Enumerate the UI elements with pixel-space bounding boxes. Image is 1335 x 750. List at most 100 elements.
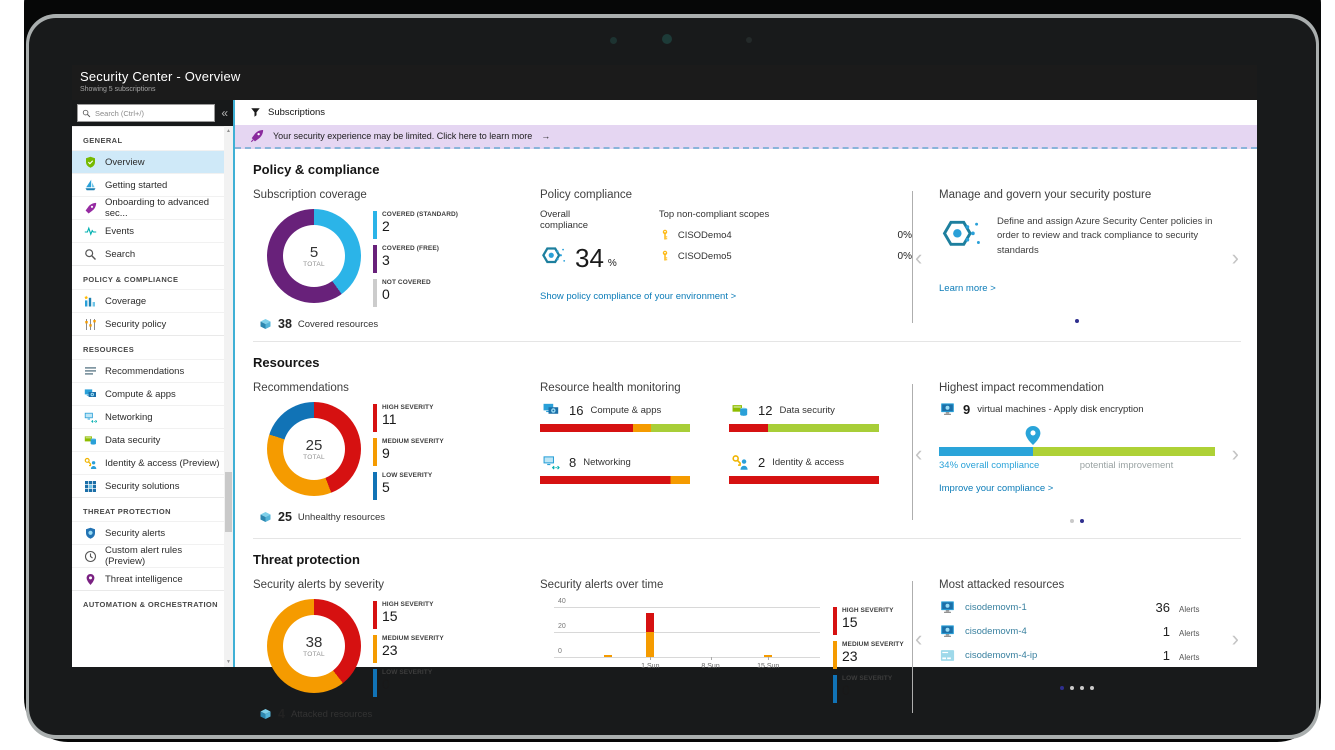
sidebar-item-label: Networking (105, 411, 153, 423)
scopes-label: Top non-compliant scopes (658, 209, 770, 220)
sidebar-item-events[interactable]: Events (72, 219, 224, 242)
resource-name-link[interactable]: cisodemovm-4 (965, 626, 1027, 637)
legend-swatch (373, 635, 377, 663)
health-item-networking[interactable]: 8 Networking (540, 454, 690, 484)
sidebar-item-overview[interactable]: Overview (72, 150, 224, 173)
covered-resources-footer: 38 Covered resources (259, 317, 540, 331)
sidebar-item-label: Custom alert rules (Preview) (105, 545, 183, 567)
carousel-next-button[interactable]: › (1231, 625, 1239, 651)
card-title: Manage and govern your security posture (939, 189, 1152, 201)
upgrade-banner[interactable]: Your security experience may be limited.… (235, 125, 1257, 149)
section-title: Policy & compliance (253, 162, 380, 177)
scroll-up-icon[interactable]: ▲ (226, 128, 231, 134)
clock-icon (84, 550, 97, 563)
sidebar-item-identity-access[interactable]: Identity & access (Preview) (72, 451, 224, 474)
carousel-dots[interactable] (939, 510, 1215, 528)
carousel-dot[interactable] (1060, 686, 1064, 690)
camera-dot (746, 37, 752, 43)
health-item-compute[interactable]: 16 Compute & apps (540, 402, 690, 432)
cube-icon (259, 318, 272, 331)
carousel-prev-button[interactable]: ‹ (915, 245, 923, 271)
sliders-icon (84, 318, 97, 331)
carousel-dot[interactable] (1090, 686, 1094, 690)
scope-row[interactable]: CISODemo4 0% (659, 229, 912, 241)
gridline (554, 657, 820, 658)
gridline (554, 607, 820, 608)
alerts-legend: HIGH SEVERITY 15 MEDIUM SEVERITY 23 (373, 601, 444, 697)
nav-section-automation: AUTOMATION & ORCHESTRATION (72, 590, 224, 614)
sidebar-item-search[interactable]: Search (72, 242, 224, 265)
health-value: 2 (758, 455, 766, 470)
improve-compliance-link[interactable]: Improve your compliance > (939, 483, 1054, 494)
carousel-dots[interactable] (939, 310, 1215, 328)
sidebar-item-onboarding[interactable]: Onboarding to advanced sec... (72, 196, 224, 219)
search-icon (82, 109, 91, 118)
carousel-dot[interactable] (1080, 686, 1084, 690)
donut-total-label: TOTAL (303, 651, 325, 658)
sidebar-item-coverage[interactable]: Coverage (72, 289, 224, 312)
health-bar (540, 476, 690, 484)
health-item-identity[interactable]: 2 Identity & access (729, 454, 879, 484)
alerts-severity-donut: 38 TOTAL (267, 599, 361, 693)
subscriptions-filter-button[interactable]: Subscriptions (268, 107, 326, 118)
scroll-down-icon[interactable]: ▼ (226, 659, 231, 665)
y-tick: 20 (558, 623, 566, 630)
sail-icon (84, 179, 97, 192)
carousel-dot[interactable] (1075, 319, 1079, 323)
carousel-dot[interactable] (1080, 519, 1084, 523)
footer-value: 4 (278, 707, 285, 721)
attacked-resource-row[interactable]: cisodemovm-1 36 Alerts (939, 600, 1215, 615)
resource-name-link[interactable]: cisodemovm-1 (965, 602, 1027, 613)
policy-compliance-link[interactable]: Show policy compliance of your environme… (540, 291, 737, 302)
carousel-next-button[interactable]: › (1231, 441, 1239, 467)
sidebar-item-label: Threat intelligence (105, 573, 183, 585)
sidebar-item-data-security[interactable]: Data security (72, 428, 224, 451)
attacked-resource-row[interactable]: cisodemovm-4 1 Alerts (939, 624, 1215, 639)
carousel-prev-button[interactable]: ‹ (915, 441, 923, 467)
nav-section-general: GENERAL (72, 126, 224, 150)
sidebar-item-compute-apps[interactable]: Compute & apps (72, 382, 224, 405)
carousel-dots[interactable] (939, 677, 1215, 695)
sidebar-item-security-alerts[interactable]: Security alerts (72, 521, 224, 544)
legend-label: HIGH SEVERITY (382, 404, 434, 411)
carousel-prev-button[interactable]: ‹ (915, 625, 923, 651)
sidebar-item-security-policy[interactable]: Security policy (72, 312, 224, 335)
sidebar-item-label: Getting started (105, 179, 168, 191)
health-item-data-security[interactable]: 12 Data security (729, 402, 879, 432)
health-value: 12 (758, 403, 773, 418)
learn-more-link[interactable]: Learn more > (939, 283, 996, 294)
filter-funnel-icon (250, 107, 261, 118)
resource-name-link[interactable]: cisodemovm-4-ip (965, 650, 1038, 661)
legend-label: HIGH SEVERITY (382, 601, 434, 608)
legend-swatch (373, 601, 377, 629)
collapse-sidebar-button[interactable]: « (221, 106, 228, 120)
monitor-icon (939, 402, 956, 417)
legend-swatch (833, 607, 837, 635)
sidebar-item-threat-intelligence[interactable]: Threat intelligence (72, 567, 224, 590)
main-panel: Subscriptions Your security experience m… (235, 100, 1257, 721)
search-box[interactable] (77, 104, 216, 122)
legend-swatch (373, 211, 377, 239)
sidebar-item-recommendations[interactable]: Recommendations (72, 359, 224, 382)
legend-label: MEDIUM SEVERITY (382, 438, 444, 445)
sidebar-item-getting-started[interactable]: Getting started (72, 173, 224, 196)
sidebar-item-custom-alert-rules[interactable]: Custom alert rules (Preview) (72, 544, 224, 567)
attacked-resource-row[interactable]: cisodemovm-4-ip 1 Alerts (939, 648, 1215, 663)
legend-value: 9 (382, 445, 390, 461)
scope-row[interactable]: CISODemo5 0% (659, 250, 912, 262)
legend-swatch (373, 245, 377, 273)
sidebar-item-security-solutions[interactable]: Security solutions (72, 474, 224, 497)
scrollbar-thumb[interactable] (225, 472, 232, 532)
legend-value: 0 (842, 682, 850, 698)
monitor-icon (939, 624, 956, 639)
carousel-dot[interactable] (1070, 686, 1074, 690)
legend-item: MEDIUM SEVERITY 9 (373, 438, 444, 466)
search-input[interactable] (95, 108, 211, 118)
carousel-dot[interactable] (1070, 519, 1074, 523)
sidebar-item-networking[interactable]: Networking (72, 405, 224, 428)
sidebar-scrollbar[interactable]: ▲ ▼ (224, 126, 233, 667)
nav-section-policy-compliance: POLICY & COMPLIANCE (72, 265, 224, 289)
data-card-icon (84, 434, 97, 447)
carousel-next-button[interactable]: › (1231, 245, 1239, 271)
